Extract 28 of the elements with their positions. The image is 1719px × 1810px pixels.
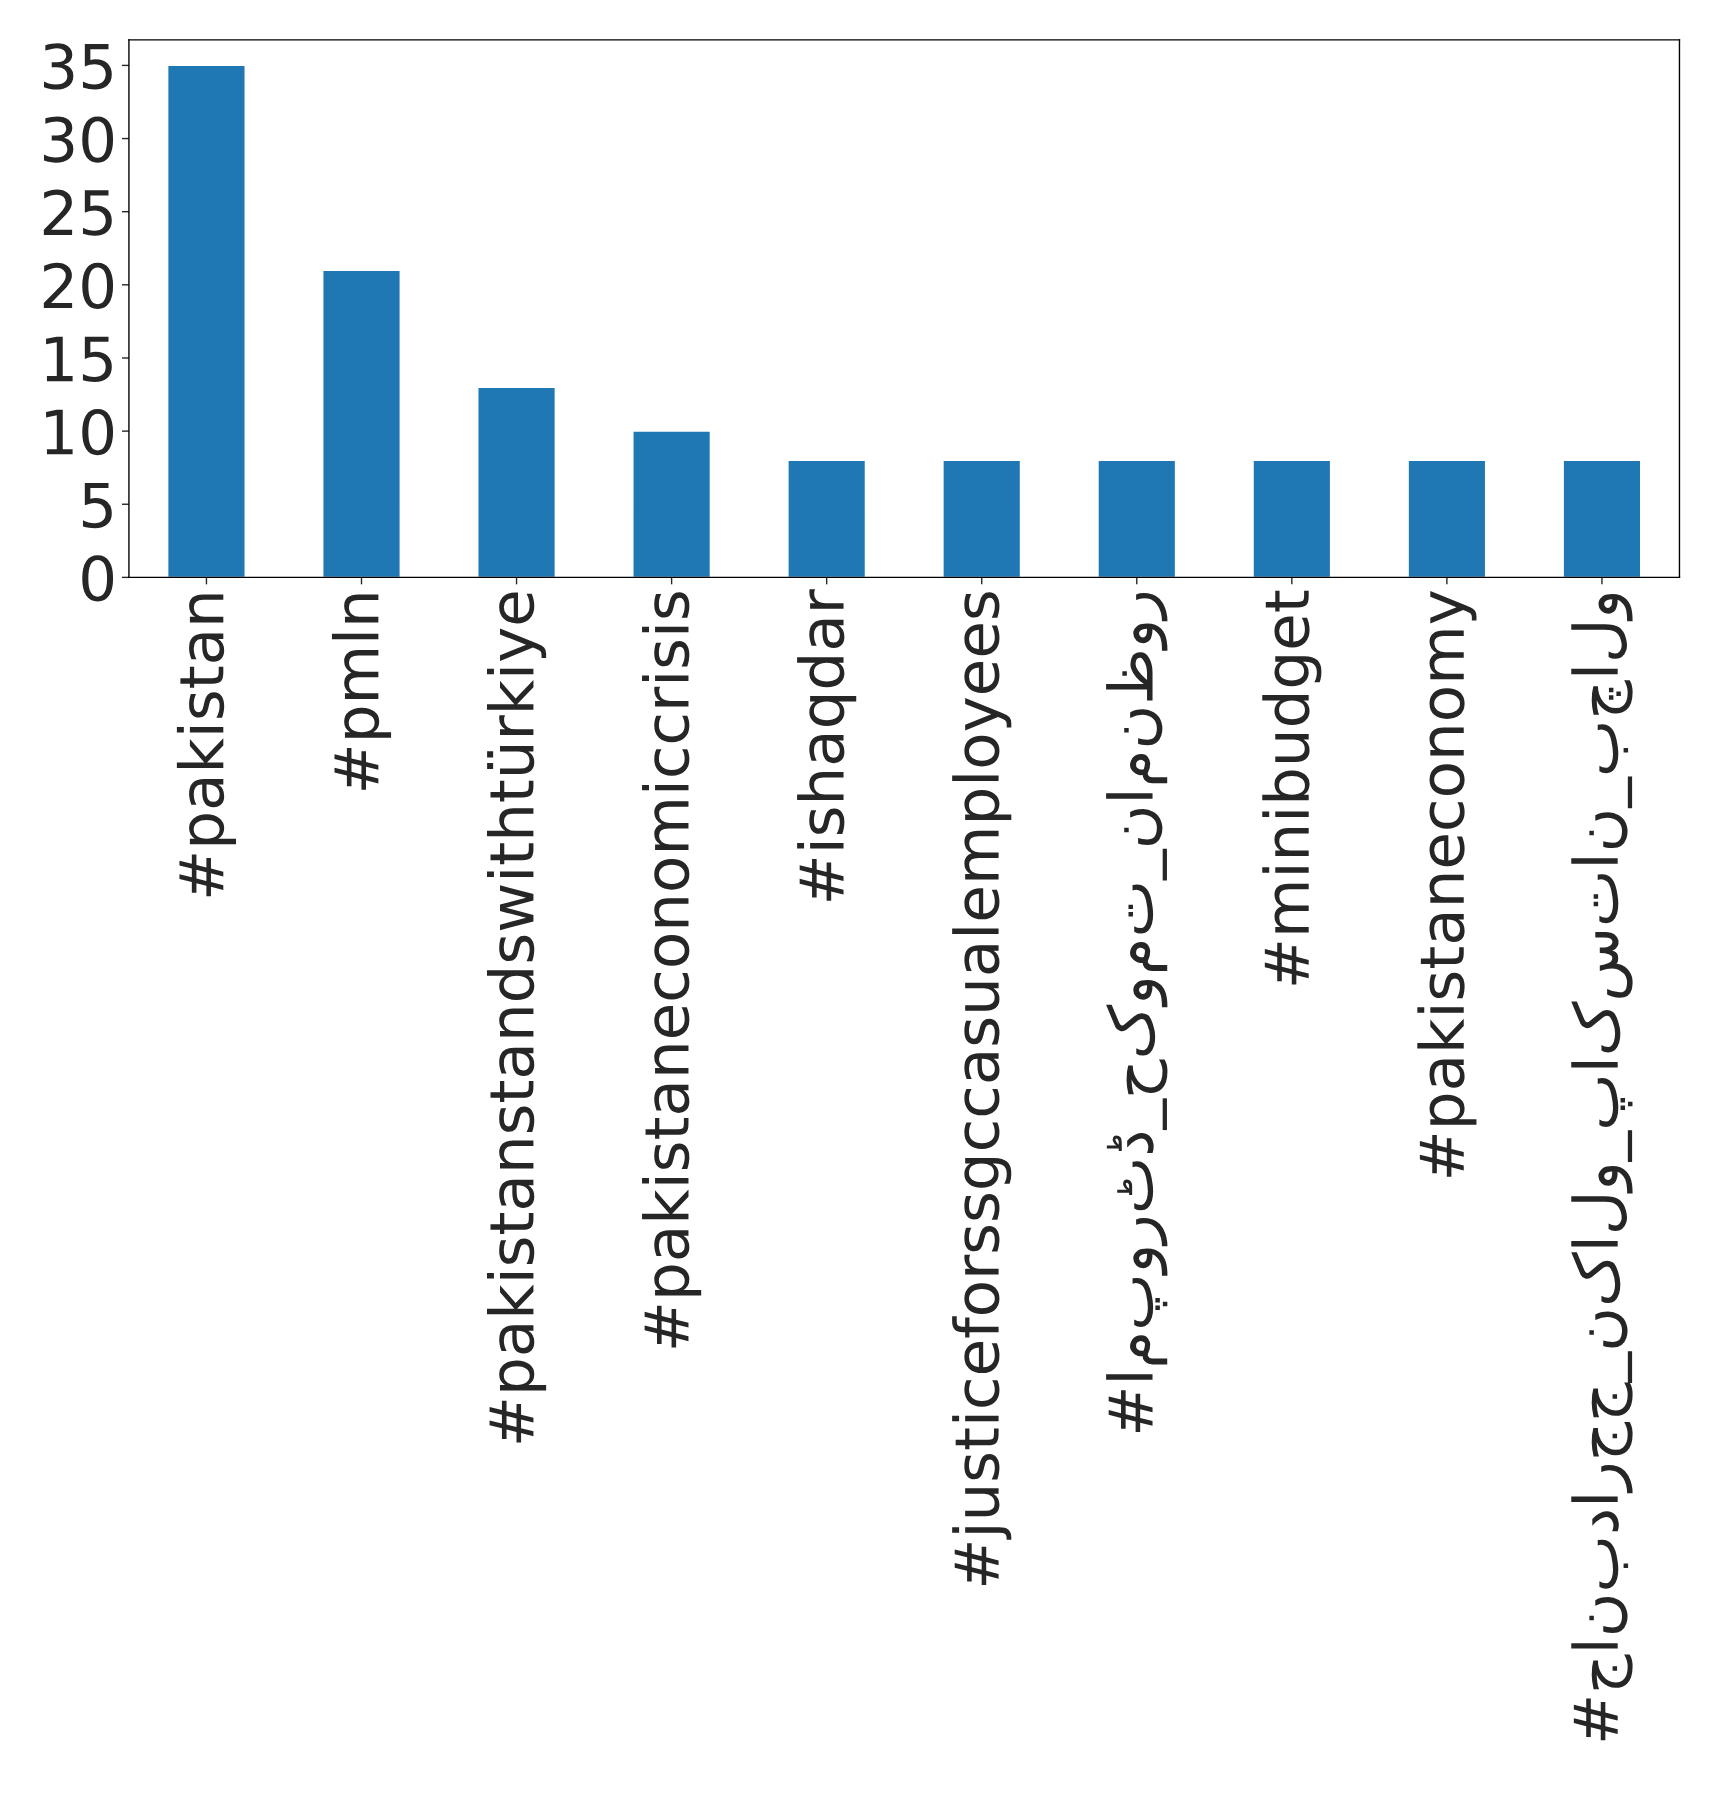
y-tick-label: 35 (44, 43, 112, 90)
bar (942, 459, 1022, 578)
x-tick-label: #justiceforssgccasualemployees (952, 592, 1012, 1586)
y-tick-label: 30 (44, 116, 114, 163)
bar (1407, 459, 1487, 578)
bar (1097, 459, 1177, 578)
x-tick-label: #pakistaneconomiccrisis (642, 592, 702, 1348)
x-tick-label: #pakistanstandswithtürkiye (486, 592, 547, 1443)
y-tick-label: 15 (46, 336, 112, 383)
bar (166, 64, 246, 578)
x-tick-label: #جانبدارجج_نکالو_پاکستان_بچالو (1571, 593, 1633, 1741)
bar (787, 459, 867, 578)
bar (1252, 459, 1332, 578)
x-tick-label: #ishaqdar (797, 589, 857, 901)
bar (322, 269, 401, 578)
bar (1562, 459, 1642, 578)
y-tick-label: 5 (82, 482, 112, 529)
bar (632, 430, 712, 578)
y-tick-label: 10 (46, 408, 114, 456)
y-tick-label: 25 (43, 189, 112, 236)
x-tick-label: #minibudget (1262, 590, 1322, 985)
x-tick-label: #pakistan (176, 594, 237, 897)
x-tick-label: #pmln (331, 594, 392, 790)
bar (477, 386, 557, 578)
x-tick-label: #امپورٹڈ_حکومت_نامنظور (1106, 592, 1168, 1433)
y-tick-label: 20 (43, 262, 114, 309)
x-tick-label: #pakistaneconomy (1417, 591, 1477, 1177)
y-tick-label: 0 (82, 555, 114, 602)
